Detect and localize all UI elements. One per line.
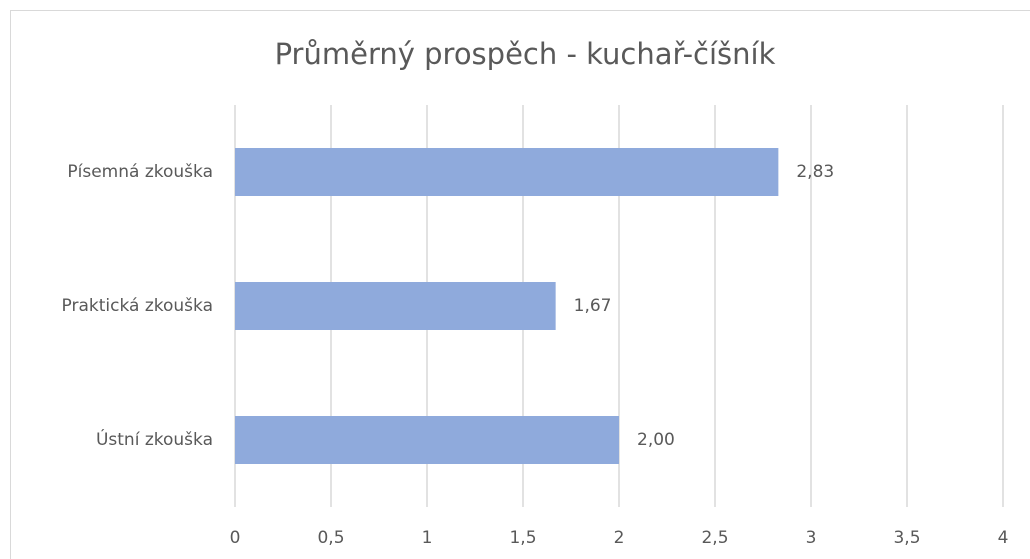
x-tick-label: 1,5 xyxy=(509,528,536,548)
x-tick-label: 0,5 xyxy=(317,528,344,548)
data-label: 1,67 xyxy=(574,296,612,316)
chart-title: Průměrný prospěch - kuchař-číšník xyxy=(275,37,776,71)
data-label: 2,83 xyxy=(796,162,834,182)
x-tick-label: 3,5 xyxy=(893,528,920,548)
x-tick-label: 0 xyxy=(230,528,241,548)
data-label: 2,00 xyxy=(637,430,675,450)
x-tick-label: 1 xyxy=(422,528,433,548)
x-tick-label: 2 xyxy=(614,528,625,548)
bar xyxy=(235,282,556,330)
bar xyxy=(235,416,619,464)
y-tick-label: Písemná zkouška xyxy=(67,162,213,182)
x-tick-label: 2,5 xyxy=(701,528,728,548)
x-tick-label: 3 xyxy=(806,528,817,548)
bar xyxy=(235,148,779,196)
y-tick-label: Ústní zkouška xyxy=(96,428,213,450)
y-tick-label: Praktická zkouška xyxy=(62,296,213,316)
x-tick-label: 4 xyxy=(998,528,1009,548)
